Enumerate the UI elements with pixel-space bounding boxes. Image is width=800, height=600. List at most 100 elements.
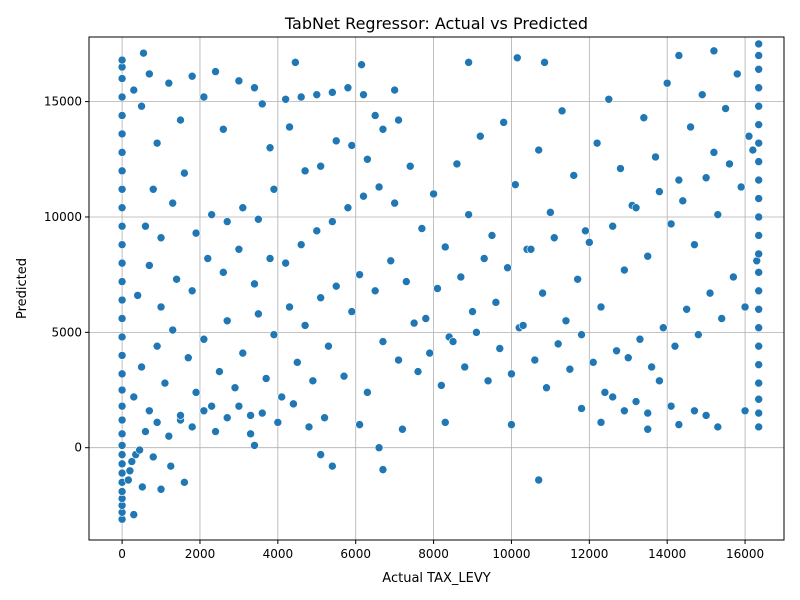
data-point [370, 286, 380, 296]
data-point [697, 90, 707, 99]
data-point [429, 189, 438, 199]
data-point [117, 277, 127, 286]
data-point [347, 307, 357, 316]
x-tick-label: 12000 [570, 547, 608, 561]
data-point [117, 295, 127, 305]
data-point [357, 60, 366, 69]
data-point [378, 337, 388, 346]
data-point [117, 55, 127, 65]
data-point [312, 226, 322, 236]
data-point [187, 422, 197, 432]
data-point [117, 240, 127, 249]
data-point [183, 353, 193, 363]
data-point [117, 487, 127, 496]
data-point [291, 58, 300, 67]
data-point [347, 141, 357, 150]
data-point [754, 51, 763, 60]
data-point [129, 510, 139, 519]
data-point [152, 138, 162, 148]
data-point [460, 362, 470, 372]
y-axis-label: Predicted [15, 258, 30, 319]
data-point [238, 348, 248, 358]
data-point [289, 399, 298, 409]
data-point [740, 406, 750, 416]
data-point [207, 401, 216, 411]
data-point [754, 120, 763, 129]
data-point [581, 226, 590, 236]
data-point [651, 152, 660, 162]
data-point [135, 445, 144, 455]
data-point [754, 341, 763, 351]
data-point [296, 240, 306, 249]
data-point [670, 341, 680, 351]
data-point [464, 210, 473, 219]
data-point [222, 217, 232, 226]
data-point [577, 404, 586, 413]
data-point [246, 429, 255, 439]
data-point [117, 92, 127, 102]
data-point [339, 371, 349, 381]
data-point [623, 353, 633, 363]
data-point [754, 422, 763, 432]
data-point [234, 244, 244, 254]
data-point [386, 256, 396, 266]
data-point [117, 314, 127, 323]
data-point [254, 309, 263, 319]
data-point [273, 418, 283, 427]
data-point [616, 164, 625, 173]
data-point [658, 323, 668, 333]
x-tick-label: 6000 [340, 547, 371, 561]
data-point [234, 76, 244, 86]
data-point [709, 46, 719, 56]
data-point [215, 367, 224, 376]
data-point [398, 424, 407, 434]
data-point [725, 159, 734, 169]
data-point [540, 58, 549, 67]
data-point [246, 411, 255, 420]
data-point [156, 233, 166, 243]
data-point [141, 221, 150, 231]
data-point [546, 208, 555, 217]
data-point [156, 302, 166, 312]
x-tick-label: 14000 [648, 547, 686, 561]
x-tick-label: 8000 [418, 547, 449, 561]
data-point [754, 194, 763, 203]
data-point [754, 39, 763, 49]
data-point [565, 364, 575, 374]
data-point [666, 401, 676, 411]
data-point [152, 341, 162, 351]
data-point [736, 182, 746, 192]
data-point [491, 298, 501, 307]
data-point [117, 148, 127, 157]
data-point [631, 397, 641, 406]
data-point [117, 429, 127, 439]
data-point [300, 321, 310, 330]
data-point [250, 441, 259, 450]
data-point [359, 191, 368, 201]
y-tick-label: 15000 [44, 95, 82, 109]
data-point [117, 401, 127, 411]
data-point [145, 261, 154, 270]
data-point [117, 221, 127, 231]
data-point [476, 131, 485, 141]
data-point [316, 450, 325, 459]
data-point [538, 288, 547, 298]
grid-lines [89, 37, 784, 540]
data-point [612, 346, 621, 356]
data-point [265, 143, 275, 153]
data-point [176, 411, 185, 420]
data-point [456, 272, 466, 282]
data-point [631, 203, 641, 213]
data-point [487, 231, 497, 240]
data-point [156, 484, 166, 494]
x-tick-label: 10000 [492, 547, 530, 561]
data-point [647, 362, 656, 372]
data-point [254, 214, 263, 224]
data-point [285, 302, 294, 312]
data-point [117, 74, 127, 83]
data-point [748, 145, 758, 155]
data-point [413, 367, 423, 376]
data-point [596, 418, 606, 427]
data-point [754, 101, 763, 111]
